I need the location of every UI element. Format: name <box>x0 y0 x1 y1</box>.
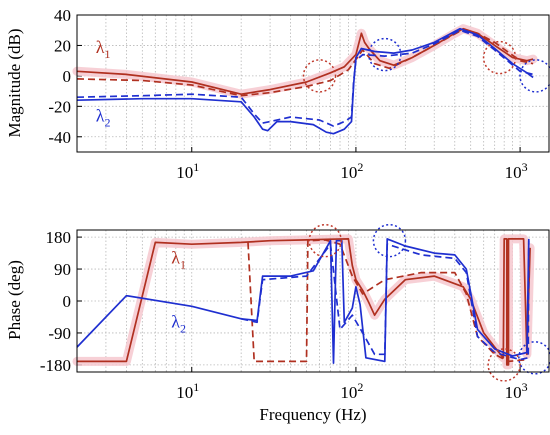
highlight-circle <box>308 223 342 258</box>
x-tick-label: 102 <box>340 160 363 182</box>
series-label: λ1 <box>171 248 186 272</box>
x-tick-label: 102 <box>340 380 363 402</box>
series-line <box>76 238 530 364</box>
y-tick-label: 0 <box>63 67 72 86</box>
y-tick-label: 90 <box>54 260 71 279</box>
plot-frame <box>76 229 550 373</box>
phase-axis-label: Phase (deg) <box>5 260 24 340</box>
highlight-circle <box>368 37 402 72</box>
x-tick-label: 103 <box>505 160 528 182</box>
magnitude-axis-label: Magnitude (dB) <box>5 28 24 137</box>
highlight-circle <box>487 348 521 382</box>
series-highlight <box>72 234 535 370</box>
x-tick-label: 101 <box>176 160 199 182</box>
phase-panel: -180 -90 0 90 180 101 102 103 λ1 λ2 <box>40 223 550 402</box>
highlight-circle <box>482 40 517 75</box>
series-label: λ2 <box>96 106 111 130</box>
highlight-circle <box>302 59 337 93</box>
frequency-axis-label: Frequency (Hz) <box>259 405 366 424</box>
series-line <box>76 29 534 127</box>
series-label: λ1 <box>96 37 111 61</box>
series-line <box>77 238 531 366</box>
plot-frame <box>76 14 550 153</box>
magnitude-panel: -40 -20 0 20 40 101 102 103 λ1 λ2 <box>48 6 550 182</box>
series-line <box>76 27 534 135</box>
series-label: λ2 <box>171 312 186 336</box>
series-line <box>76 29 534 97</box>
x-tick-label: 101 <box>176 380 199 402</box>
x-tick-label: 103 <box>505 380 528 402</box>
y-tick-label: 180 <box>46 228 72 247</box>
y-tick-label: -20 <box>48 97 71 116</box>
y-tick-label: 20 <box>54 36 71 55</box>
series-line <box>76 27 534 96</box>
y-tick-label: -40 <box>48 128 71 147</box>
y-tick-label: -180 <box>40 356 71 375</box>
series-line <box>247 239 527 363</box>
y-tick-label: -90 <box>48 324 71 343</box>
highlight-circle <box>372 223 407 258</box>
highlight-circle <box>518 341 550 375</box>
series-highlight <box>72 24 538 99</box>
y-tick-label: 0 <box>63 292 72 311</box>
highlight-circle <box>519 59 550 93</box>
y-tick-label: 40 <box>54 6 71 25</box>
